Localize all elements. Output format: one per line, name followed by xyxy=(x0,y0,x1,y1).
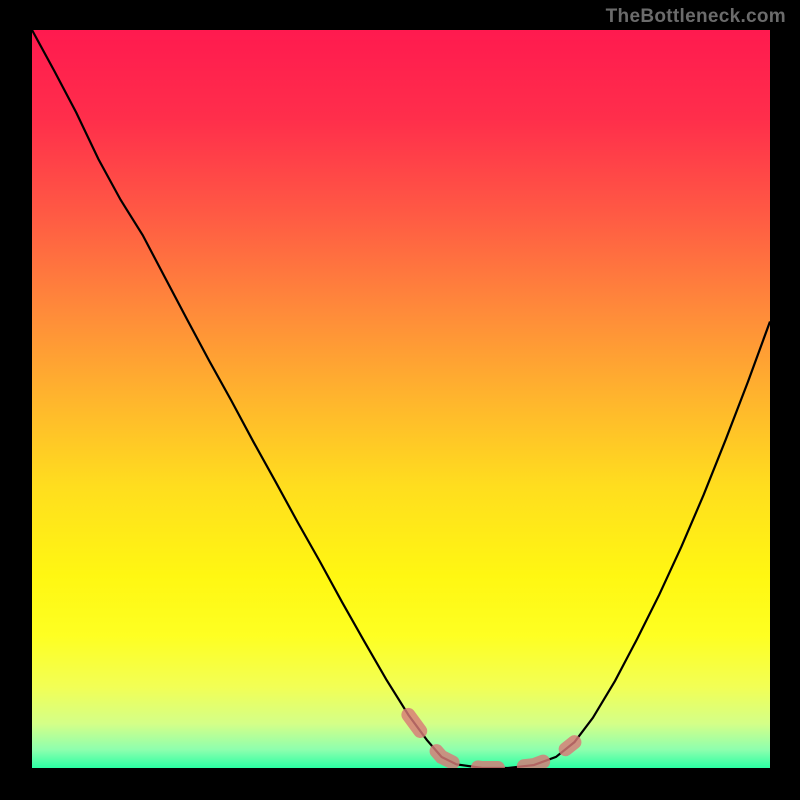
bottleneck-curve xyxy=(32,30,770,768)
plot-area xyxy=(32,30,770,768)
curve-layer xyxy=(32,30,770,768)
optimal-marker-band xyxy=(408,715,574,768)
watermark-text: TheBottleneck.com xyxy=(606,6,786,28)
